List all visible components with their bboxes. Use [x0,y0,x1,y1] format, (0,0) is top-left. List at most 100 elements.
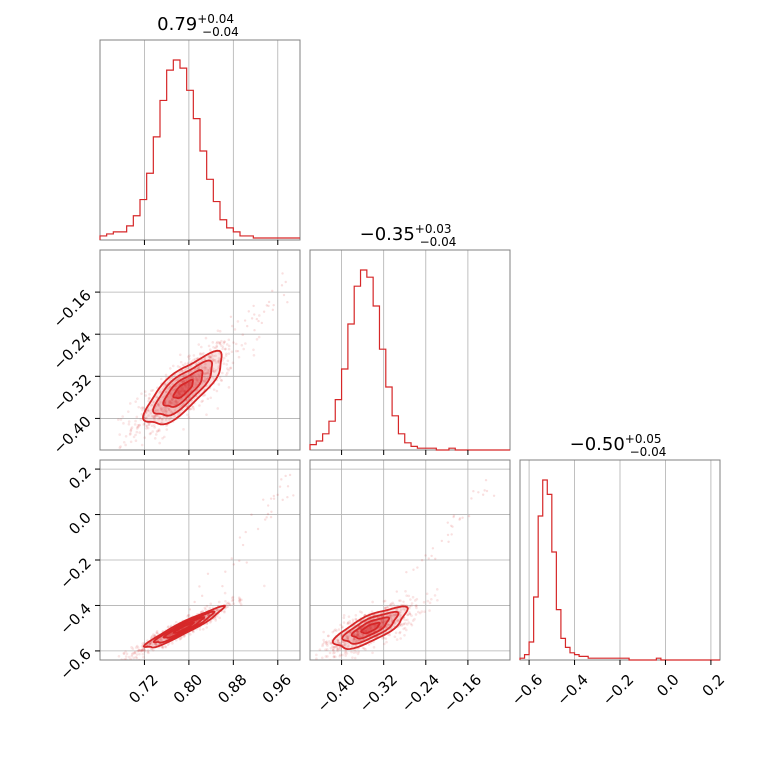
sample-point [272,303,275,307]
sample-point [252,304,255,308]
sample-point [180,380,184,384]
contour-line-2sigma [142,349,223,426]
sample-point [182,379,186,383]
sample-point [220,379,223,382]
sample-point [436,598,439,602]
sample-point [138,652,141,656]
sample-point [342,616,346,620]
sample-point [280,478,283,481]
sample-point [221,345,225,348]
sample-point [215,389,219,393]
sample-point [342,614,346,617]
sample-point [180,397,183,401]
sample-point [369,626,372,629]
sample-point [199,611,203,614]
sample-point [227,386,231,389]
sample-point [383,642,386,646]
sample-point [485,489,489,493]
sample-point [387,614,391,617]
sample-point [332,647,335,650]
sample-point [124,655,128,658]
sample-point [160,638,163,642]
contour-line-1.5sigma [152,610,216,644]
sample-point [332,645,336,649]
sample-point [175,378,179,382]
sample-point [164,390,168,394]
sample-point [481,493,485,496]
sample-point [435,588,439,591]
sample-point [160,417,164,421]
sample-point [300,673,303,676]
sample-point [200,358,204,362]
contour-line-1sigma [162,369,204,408]
sample-point [355,639,359,642]
sample-point [355,640,358,643]
sample-point [216,360,220,363]
sample-point [188,608,192,611]
sample-point [153,642,157,646]
sample-point [400,624,404,627]
sample-point [202,379,206,382]
x-tick-label: −0.32 [356,671,401,716]
sample-point [386,606,390,609]
sample-point [354,618,358,621]
sample-point [220,339,223,343]
sample-point [398,599,401,602]
sample-point [181,389,185,392]
sample-point [216,329,220,333]
sample-point [131,652,135,655]
sample-point [171,642,174,645]
sample-point [164,401,167,405]
sample-point [214,617,217,621]
sample-point [233,328,237,331]
sample-point [169,401,173,405]
sample-point [364,648,367,651]
sample-point [347,615,351,618]
sample-point [424,554,427,557]
sample-point [212,370,216,373]
sample-point [357,634,360,638]
x-tick-label: −0.24 [398,671,443,716]
sample-point [230,324,234,328]
sample-point [225,373,228,377]
sample-point [272,494,276,498]
sample-point [389,613,392,617]
title-err-plus: +0.03 [415,222,452,236]
sample-point [227,347,231,351]
sample-point [349,622,352,625]
sample-point [380,619,384,623]
sample-point [182,379,186,383]
sample-point [336,639,340,642]
sample-point [380,624,384,627]
sample-point [361,633,365,636]
sample-point [194,383,197,387]
sample-point [182,428,185,431]
sample-point [240,598,243,602]
sample-point [205,413,208,416]
sample-point [384,626,388,630]
sample-point [145,424,148,428]
sample-point [232,602,235,606]
sample-point [211,367,215,371]
sample-point [382,619,386,623]
sample-point [381,620,384,624]
sample-point [189,376,192,379]
sample-point [231,599,234,603]
sample-point [169,633,172,636]
sample-point [164,408,167,411]
sample-point [155,631,159,635]
sample-point [128,402,132,405]
sample-point [227,344,231,348]
sample-point [396,618,400,622]
sample-point [129,432,132,435]
sample-point [415,604,418,608]
sample-point [134,646,138,649]
sample-point [156,403,160,406]
sample-point [158,391,162,394]
sample-point [174,400,178,403]
sample-point [139,418,143,421]
sample-point [204,336,208,340]
sample-point [163,385,166,388]
sample-point [146,426,150,430]
sample-point [210,356,213,359]
